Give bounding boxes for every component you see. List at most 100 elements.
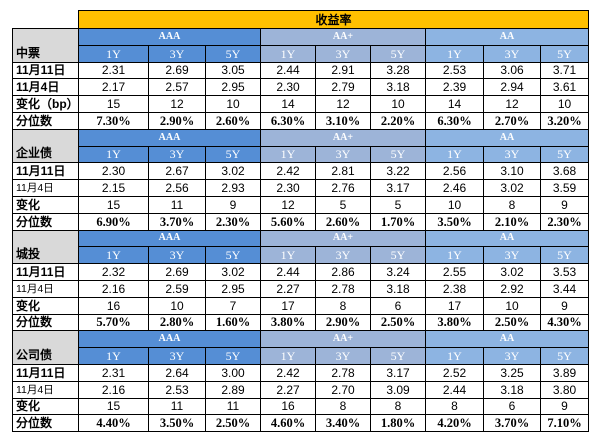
change-bp-value: 17	[260, 296, 316, 315]
yield-table: 收益率 中票 AAA AA+ AA 1Y 3Y 5Y 1Y 3Y 5Y 1Y 3Y 5Y 11月11日 2.…	[12, 10, 590, 433]
section-label: 城投	[12, 229, 79, 265]
tenor-header: 5Y	[205, 347, 261, 365]
table-section: 中票 AAA AA+ AA 1Y 3Y 5Y 1Y 3Y 5Y 1Y 3Y 5Y 11月11日 2.31 2.…	[12, 28, 590, 130]
tenor-header: 1Y	[425, 347, 484, 365]
yield-current-value: 3.00	[205, 363, 261, 382]
tenor-header: 3Y	[315, 145, 371, 164]
yield-previous-value: 3.18	[483, 380, 541, 399]
tenor-header: 3Y	[483, 145, 541, 164]
table-title: 收益率	[77, 10, 590, 29]
rating-group-header: AA	[424, 330, 590, 349]
yield-previous-value: 2.16	[78, 380, 149, 399]
change-bp-value: 6	[483, 397, 541, 416]
yield-current-value: 2.69	[148, 61, 206, 80]
yield-current-row: 11月11日 2.30 2.67 3.02 2.42 2.81 3.22 2.56 3.10 3.…	[12, 162, 590, 181]
yield-current-value: 2.42	[260, 363, 316, 382]
yield-previous-row: 11月4日 2.16 2.53 2.89 2.27 2.70 3.09 2.44 3.18 3.8…	[12, 380, 590, 399]
tenor-header: 5Y	[370, 44, 426, 63]
tenor-header: 1Y	[425, 145, 484, 164]
yield-previous-value: 3.18	[370, 279, 426, 298]
yield-current-value: 3.71	[539, 61, 590, 80]
yield-previous-value: 2.95	[205, 279, 261, 298]
rating-group-header: AA+	[260, 28, 426, 46]
yield-current-value: 2.86	[315, 263, 371, 281]
percentile-value: 1.60%	[205, 313, 261, 332]
yield-previous-value: 2.53	[148, 380, 206, 399]
percentile-value: 2.30%	[539, 212, 590, 231]
tenor-header: 1Y	[260, 145, 316, 164]
yield-current-value: 3.02	[205, 263, 261, 281]
yield-previous-row: 11月4日 2.15 2.56 2.93 2.30 2.76 3.17 2.46 3.02 3.5…	[12, 179, 590, 197]
tenor-header: 3Y	[483, 246, 541, 265]
percentile-value: 3.70%	[148, 212, 206, 231]
change-bp-value: 12	[148, 95, 206, 113]
change-bp-value: 15	[78, 195, 149, 214]
yield-current-value: 2.30	[78, 162, 149, 181]
yield-current-value: 3.05	[205, 61, 261, 80]
yield-current-row: 11月11日 2.32 2.69 3.02 2.44 2.86 3.24 2.55 3.02 3.…	[12, 263, 590, 281]
change-bp-value: 12	[315, 95, 371, 113]
rating-group-header: AA+	[260, 330, 426, 349]
percentile-value: 6.30%	[425, 111, 484, 130]
percentile-value: 2.50%	[483, 313, 541, 332]
percentile-value: 3.20%	[539, 111, 590, 130]
tenor-header: 5Y	[205, 246, 261, 265]
rating-header-row: 中票 AAA AA+ AA	[12, 28, 590, 63]
change-bp-value: 10	[370, 95, 426, 113]
tenor-header: 1Y	[260, 246, 316, 265]
row-label: 11月11日	[12, 363, 79, 382]
yield-current-value: 2.44	[260, 61, 316, 80]
row-label: 11月4日	[12, 380, 79, 399]
row-label: 分位数	[12, 313, 79, 332]
percentile-value: 4.20%	[425, 414, 484, 433]
percentile-value: 2.80%	[148, 313, 206, 332]
section-label: 公司债	[12, 330, 79, 365]
yield-current-value: 2.78	[315, 363, 371, 382]
yield-previous-value: 2.44	[425, 380, 484, 399]
yield-current-value: 2.69	[148, 263, 206, 281]
tenor-header: 1Y	[260, 44, 316, 63]
row-label: 11月11日	[12, 61, 79, 80]
percentile-value: 2.90%	[315, 313, 371, 332]
yield-previous-value: 3.02	[483, 179, 541, 197]
tenor-header: 5Y	[370, 347, 426, 365]
change-bp-value: 9	[205, 195, 261, 214]
yield-previous-value: 2.70	[315, 380, 371, 399]
percentile-value: 3.40%	[315, 414, 371, 433]
change-bp-row: 变化 16 10 7 17 8 6 17 10 9	[12, 296, 590, 315]
row-label: 11月4日	[12, 279, 79, 298]
yield-previous-value: 3.18	[370, 78, 426, 97]
percentile-value: 2.10%	[483, 212, 541, 231]
yield-current-value: 3.02	[483, 263, 541, 281]
tenor-header-row: 1Y 3Y 5Y 1Y 3Y 5Y 1Y 3Y 5Y	[13, 347, 590, 365]
change-bp-value: 5	[315, 195, 371, 214]
change-bp-value: 10	[425, 195, 484, 214]
percentile-value: 3.80%	[425, 313, 484, 332]
percentile-row: 分位数 4.40% 3.50% 2.50% 4.60% 3.40% 1.80% 4.20% 3.…	[12, 414, 590, 433]
tenor-header: 3Y	[315, 246, 371, 265]
tenor-header: 1Y	[425, 44, 484, 63]
yield-previous-value: 2.57	[148, 78, 206, 97]
rating-header-row: 企业债 AAA AA+ AA	[12, 128, 590, 164]
change-bp-value: 14	[260, 95, 316, 113]
percentile-value: 3.50%	[148, 414, 206, 433]
yield-previous-value: 3.61	[539, 78, 590, 97]
percentile-row: 分位数 7.30% 2.90% 2.60% 6.30% 3.10% 2.20% 6.30% 2.…	[12, 111, 590, 130]
yield-current-row: 11月11日 2.31 2.64 3.00 2.42 2.78 3.17 2.52 3.25 3.…	[12, 363, 590, 382]
yield-previous-value: 2.27	[260, 279, 316, 298]
yield-previous-value: 2.89	[205, 380, 261, 399]
change-bp-value: 7	[205, 296, 261, 315]
tenor-header: 5Y	[370, 246, 426, 265]
yield-current-value: 3.25	[483, 363, 541, 382]
row-label: 变化	[12, 195, 79, 214]
change-bp-row: 变化 15 11 9 12 5 5 10 8 9	[12, 195, 590, 214]
yield-current-value: 3.22	[370, 162, 426, 181]
table-section: 城投 AAA AA+ AA 1Y 3Y 5Y 1Y 3Y 5Y 1Y 3Y 5Y 11月11日 2.32 2.…	[12, 229, 590, 332]
yield-previous-value: 2.30	[260, 179, 316, 197]
row-label: 分位数	[12, 414, 79, 433]
yield-current-value: 3.10	[483, 162, 541, 181]
percentile-value: 2.50%	[205, 414, 261, 433]
yield-current-row: 11月11日 2.31 2.69 3.05 2.44 2.91 3.28 2.53 3.06 3.…	[12, 61, 590, 80]
percentile-value: 6.90%	[78, 212, 149, 231]
change-bp-value: 17	[425, 296, 484, 315]
